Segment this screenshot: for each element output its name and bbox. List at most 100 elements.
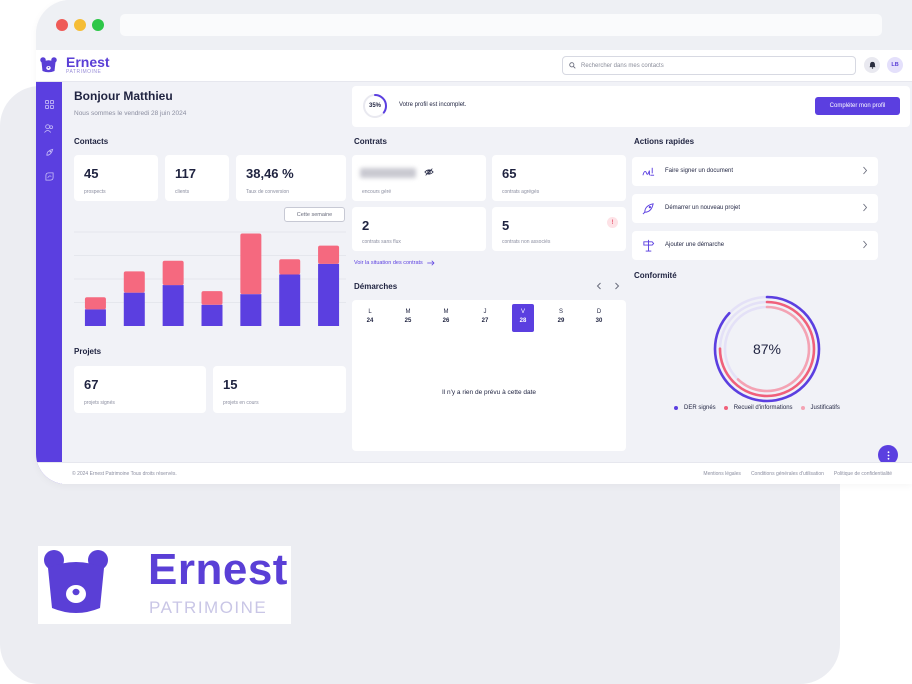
action-label: Ajouter une démarche <box>665 242 725 248</box>
chevron-right-icon <box>863 166 868 175</box>
stat-card-projects-in-progress[interactable]: 15 projets en cours <box>213 366 346 413</box>
ring-arc <box>713 295 821 403</box>
rocket-nav-icon[interactable] <box>43 146 55 158</box>
contracts-title: Contrats <box>354 137 387 146</box>
contract-card-managed[interactable]: encours géré <box>352 155 486 201</box>
chart-bar-segment[interactable] <box>84 297 106 310</box>
page-title: Bonjour Matthieu <box>74 89 173 103</box>
stat-label: contrats sans flux <box>362 239 401 245</box>
logo[interactable]: Ernest PATRIMOINE <box>40 55 110 75</box>
brand-name-large: Ernest <box>148 545 288 594</box>
stat-card-conversion[interactable]: 38,46 % Taux de conversion <box>236 155 346 201</box>
week-navigation <box>596 282 620 290</box>
calendar-day[interactable]: D 30 <box>595 309 603 324</box>
bear-logo-icon <box>40 57 57 73</box>
action-add-demarche[interactable]: Ajouter une démarche <box>632 231 878 260</box>
calendar-day-selected[interactable]: V 28 <box>512 304 534 332</box>
demarches-calendar: L 24 M 25 M 26 J 27 V 28 S 29 D 30 Il n'y a rie… <box>352 300 626 451</box>
footer: © 2024 Ernest Patrimoine Tous droits rés… <box>36 462 912 484</box>
profile-progress-ring: 35% <box>362 93 388 119</box>
contract-card-no-flow[interactable]: 2 contrats sans flux <box>352 207 486 251</box>
footer-links: Mentions légales Conditions générales d'… <box>703 471 892 477</box>
chart-bar-segment[interactable] <box>279 274 301 326</box>
signature-nav-icon[interactable] <box>43 170 55 182</box>
stat-label: projets en cours <box>223 400 259 406</box>
close-window-button[interactable] <box>56 19 68 31</box>
signpost-icon <box>643 239 655 252</box>
contract-card-unassociated[interactable]: 5 contrats non associés ! <box>492 207 626 251</box>
arrow-right-icon <box>427 260 435 266</box>
link-label: Voir la situation des contrats <box>354 260 423 266</box>
contract-card-aggregated[interactable]: 65 contrats agrégés <box>492 155 626 201</box>
copyright: © 2024 Ernest Patrimoine Tous droits rés… <box>72 471 177 477</box>
ring-arc <box>723 305 811 393</box>
user-avatar[interactable]: LB <box>887 57 903 73</box>
stat-card-signed-projects[interactable]: 67 projets signés <box>74 366 206 413</box>
browser-chrome <box>36 0 912 50</box>
footer-link-terms[interactable]: Conditions générales d'utilisation <box>750 471 824 477</box>
contacts-icon[interactable] <box>43 122 55 134</box>
chart-bar-segment[interactable] <box>162 285 184 326</box>
legend-item: Justificatifs <box>800 405 840 411</box>
chart-bar-segment[interactable] <box>318 263 340 326</box>
profile-percent: 35% <box>368 103 381 109</box>
legend-item: Recueil d'informations <box>723 405 793 411</box>
calendar-day[interactable]: J 27 <box>481 309 489 324</box>
brand-tagline: PATRIMOINE <box>66 69 102 75</box>
footer-link-privacy[interactable]: Politique de confidentialité <box>833 471 892 477</box>
calendar-empty-message: Il n'y a rien de prévu à cette date <box>441 389 537 396</box>
chart-bar-segment[interactable] <box>240 233 262 295</box>
calendar-day[interactable]: S 29 <box>557 309 565 324</box>
profile-completion-card: 35% Votre profil est incomplet. Compléte… <box>352 86 910 127</box>
calendar-day[interactable]: L 24 <box>366 309 374 324</box>
search-input[interactable]: Rechercher dans mes contacts <box>562 56 856 75</box>
chart-bar-segment[interactable] <box>240 294 262 326</box>
chart-bar-segment[interactable] <box>318 245 340 264</box>
footer-link-legal[interactable]: Mentions légales <box>703 471 741 477</box>
chart-bar-segment[interactable] <box>162 260 184 286</box>
chart-bar-segment[interactable] <box>123 292 145 326</box>
more-options-button[interactable] <box>878 445 898 465</box>
app: Ernest PATRIMOINE Rechercher dans mes co… <box>36 50 912 484</box>
bell-icon <box>868 61 876 69</box>
action-new-project[interactable]: Démarrer un nouveau projet <box>632 194 878 223</box>
stat-card-prospects[interactable]: 45 prospects <box>74 155 158 201</box>
chart-bar-segment[interactable] <box>84 309 106 326</box>
profile-message: Votre profil est incomplet. <box>399 102 467 108</box>
eye-off-icon[interactable] <box>424 167 434 177</box>
brand-tagline-large: PATRIMOINE <box>149 598 268 617</box>
notifications-button[interactable] <box>864 57 880 73</box>
stat-value: 15 <box>223 377 238 392</box>
dashboard-icon[interactable] <box>43 98 55 110</box>
browser-window: Ernest PATRIMOINE Rechercher dans mes co… <box>36 0 912 484</box>
chevron-right-icon[interactable] <box>614 282 620 290</box>
calendar-day[interactable]: M 26 <box>442 309 450 324</box>
stat-card-clients[interactable]: 117 clients <box>165 155 229 201</box>
action-sign-document[interactable]: Faire signer un document <box>632 157 878 186</box>
quick-actions-title: Actions rapides <box>634 137 695 146</box>
stat-label: contrats non associés <box>502 239 551 245</box>
chart-bar-segment[interactable] <box>279 259 301 275</box>
chevron-right-icon <box>863 240 868 249</box>
legend-item: DER signés <box>674 405 716 411</box>
rocket-icon <box>642 203 654 215</box>
period-select-button[interactable]: Cette semaine <box>284 207 345 222</box>
stat-label: projets signés <box>84 400 115 406</box>
stat-label: Taux de conversion <box>246 189 290 195</box>
stat-value: 117 <box>175 166 196 181</box>
action-label: Démarrer un nouveau projet <box>665 205 741 211</box>
stat-value: 38,46 % <box>246 166 294 181</box>
top-bar: Ernest PATRIMOINE Rechercher dans mes co… <box>36 50 912 82</box>
chart-bar-segment[interactable] <box>123 271 145 293</box>
calendar-day[interactable]: M 25 <box>404 309 412 324</box>
contracts-situation-link[interactable]: Voir la situation des contrats <box>354 260 435 266</box>
maximize-window-button[interactable] <box>92 19 104 31</box>
chevron-left-icon[interactable] <box>596 282 602 290</box>
current-date: Nous sommes le vendredi 28 juin 2024 <box>74 110 187 117</box>
address-bar[interactable] <box>120 14 882 36</box>
complete-profile-button[interactable]: Compléter mon profil <box>815 97 900 115</box>
minimize-window-button[interactable] <box>74 19 86 31</box>
chart-bar-segment[interactable] <box>201 304 223 326</box>
chart-bar-segment[interactable] <box>201 291 223 305</box>
stat-label: prospects <box>84 189 106 195</box>
